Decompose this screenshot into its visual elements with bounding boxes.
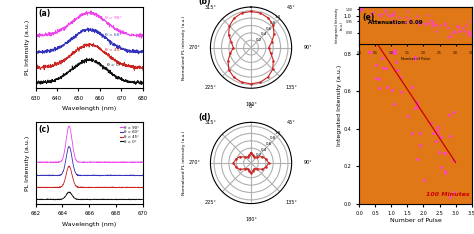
Text: (b): (b) [198,0,211,6]
Point [396,75,404,79]
Text: Normalized PL intensity (a.u.): Normalized PL intensity (a.u.) [182,131,186,195]
Point [408,85,416,88]
Point [429,131,437,135]
Text: 100 Minutes: 100 Minutes [426,192,469,197]
Point [388,88,396,92]
Point [383,85,391,89]
Point [372,63,380,67]
Point [416,144,424,147]
X-axis label: Number of Pulse: Number of Pulse [390,218,441,223]
Point [375,21,383,25]
Point [392,60,400,64]
Point [361,25,369,29]
Text: (e): (e) [363,13,375,22]
Point [411,55,419,59]
Point [376,86,383,90]
Point [356,34,364,38]
Point [404,114,412,118]
Point [367,32,375,35]
Point [441,169,449,173]
Point [380,66,387,70]
Point [413,106,421,109]
Point [447,195,454,199]
Legend: θ = 90°, θ = 60°, θ = 45°, θ = 0°: θ = 90°, θ = 60°, θ = 45°, θ = 0° [119,124,141,145]
Point [441,172,449,175]
Point [441,151,449,155]
Point [446,134,454,138]
Y-axis label: PL Intensity (a.u.): PL Intensity (a.u.) [25,135,30,191]
Text: (c): (c) [39,125,50,134]
Point [369,29,376,33]
Text: (a): (a) [39,9,51,18]
Point [416,131,424,135]
Point [357,14,365,18]
Point [356,36,364,40]
Point [437,165,445,169]
Point [435,150,443,154]
Point [414,157,421,161]
Point [376,38,384,42]
Point [380,5,387,9]
Point [449,158,457,162]
Point [360,5,367,9]
Point [441,152,448,155]
Point [378,56,386,60]
Point [366,50,374,54]
Point [420,178,428,182]
Text: (d): (d) [198,113,211,122]
Y-axis label: Integrated Intensity (a.u.): Integrated Intensity (a.u.) [337,65,342,146]
Point [393,68,401,72]
Point [413,101,421,105]
Text: Normalized PL intensity (a.u.): Normalized PL intensity (a.u.) [182,15,186,80]
Point [390,51,398,55]
Point [412,100,420,104]
Point [375,77,383,80]
Point [438,135,445,139]
Point [365,50,373,53]
Point [408,131,415,135]
Y-axis label: PL Intensity (a.u.): PL Intensity (a.u.) [25,20,30,75]
Point [450,110,457,114]
Point [372,76,380,80]
Point [413,102,421,106]
Point [373,26,380,30]
Point [382,38,390,41]
Point [446,113,453,117]
Point [359,39,366,43]
Point [390,50,397,54]
Point [391,102,398,106]
Point [388,50,395,54]
Point [432,139,440,143]
Point [392,51,399,55]
Point [434,125,442,129]
Text: θ = 60°: θ = 60° [105,33,121,37]
Text: θ = 0°: θ = 0° [108,63,121,67]
Point [434,132,442,135]
Point [369,35,377,39]
Point [392,48,399,52]
Point [450,190,457,194]
Point [434,128,441,132]
Point [427,121,435,124]
Point [382,66,390,70]
X-axis label: Wavelength (nm): Wavelength (nm) [62,222,116,227]
Point [397,90,405,93]
Point [411,57,419,61]
Text: θ = 90°: θ = 90° [105,16,121,20]
Point [411,106,419,110]
Point [373,25,381,28]
Text: θ = 45°: θ = 45° [105,48,121,52]
X-axis label: Wavelength (nm): Wavelength (nm) [62,106,116,111]
Point [357,6,365,10]
